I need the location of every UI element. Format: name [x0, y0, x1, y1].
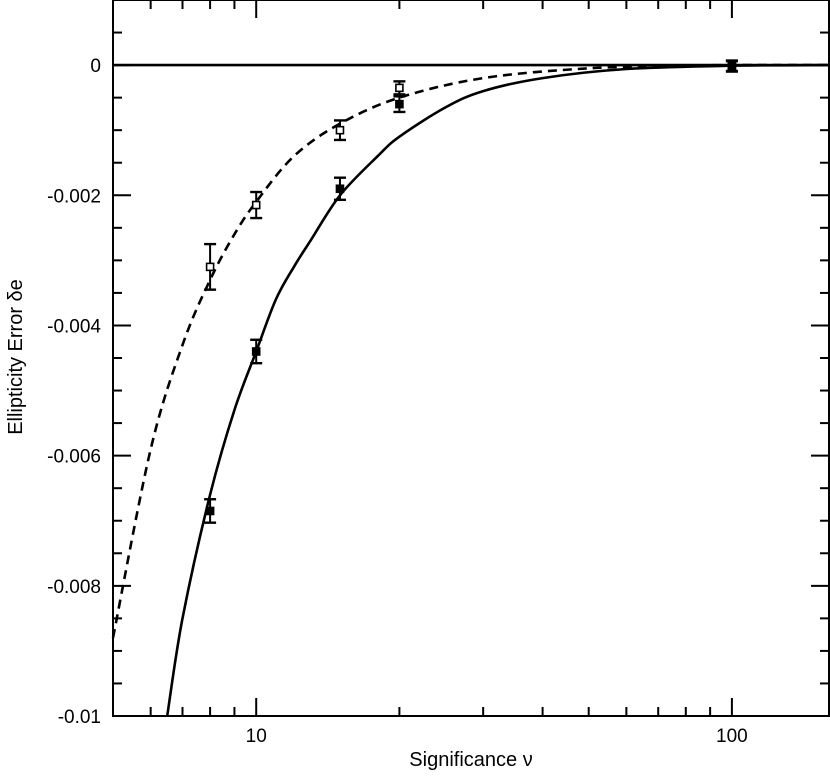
x-axis-label: Significance ν: [409, 749, 532, 771]
fit-curves: [111, 63, 830, 717]
filled-square-point: [251, 347, 261, 356]
open-square-point: [205, 262, 215, 272]
plot-frame: [112, 0, 830, 717]
tick-labels: 10 100 0 -0.002 -0.004 -0.006 -0.008 -0.01: [47, 56, 748, 747]
dashed-fit-curve: [111, 63, 830, 639]
y-tick-label: -0.006: [47, 447, 101, 468]
y-tick-label: -0.002: [47, 186, 101, 207]
y-tick-label: 0: [90, 56, 101, 77]
axis-ticks: [112, 0, 829, 717]
open-square-point: [395, 83, 404, 93]
open-square-point: [251, 200, 261, 210]
solid-fit-curve: [165, 63, 830, 717]
filled-square-point: [205, 506, 215, 516]
filled-square-point: [727, 62, 737, 71]
open-square-point: [335, 125, 345, 135]
filled-square-point: [395, 99, 404, 109]
y-tick-label: -0.008: [47, 577, 101, 598]
filled-square-point: [335, 184, 345, 194]
data-points: [204, 59, 738, 524]
x-tick-label: 10: [246, 726, 267, 747]
y-tick-label: -0.01: [58, 707, 101, 728]
y-axis-label: Ellipticity Error δe: [5, 279, 27, 435]
y-tick-label: -0.004: [47, 316, 101, 337]
x-tick-label: 100: [716, 726, 748, 747]
